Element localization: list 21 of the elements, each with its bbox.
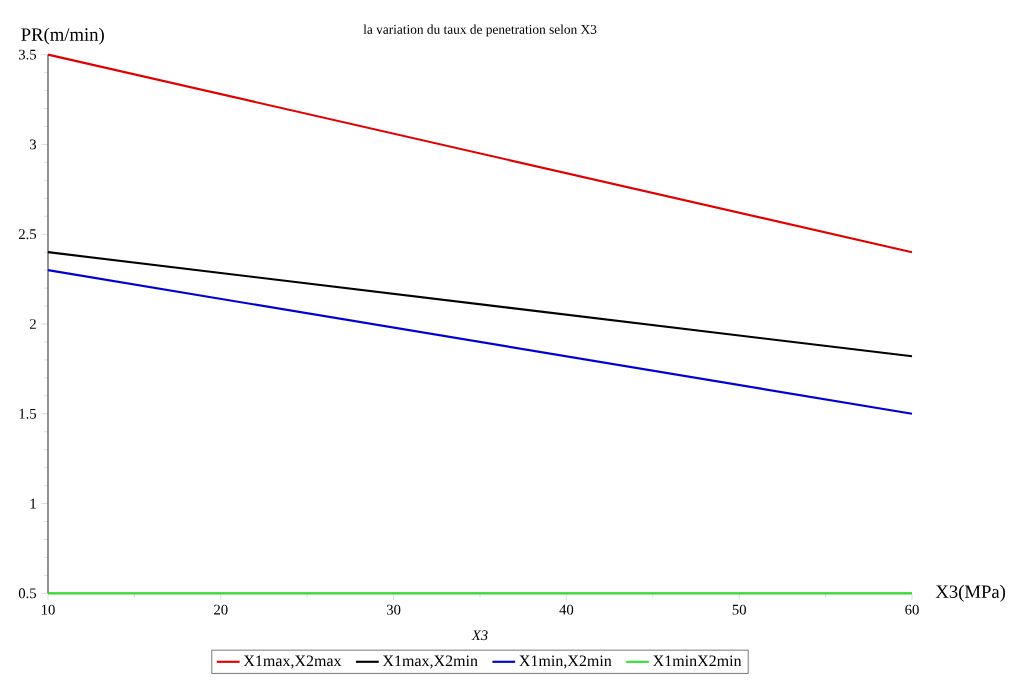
y-tick-label: 2.5 [18, 229, 37, 240]
text: X3 [471, 630, 488, 641]
y-tick-label: 2 [29, 319, 36, 329]
legend-label: X1min,X2min [519, 655, 612, 669]
legend-label: X1max,X2min [382, 655, 478, 669]
x-tick-label: 50 [732, 604, 746, 615]
chart-title: la variation du taux de penetration selon X3 [363, 24, 597, 37]
y-tick-label: 0.5 [18, 588, 37, 599]
y-axis-title: PR(m/min) [21, 27, 104, 45]
legend-label: X1minX2min [653, 655, 742, 667]
y-tick-label: 3.5 [19, 49, 37, 60]
x-axis-title: X3(MPa) [935, 584, 1006, 602]
y-tick-label: 1 [30, 498, 36, 509]
x-tick-label: 60 [905, 604, 919, 615]
x-tick-label: 40 [559, 604, 574, 615]
x-tick-label: 10 [41, 604, 55, 615]
y-tick-label: 1.5 [19, 408, 37, 419]
x-tick-label: 20 [214, 604, 228, 615]
legend-label: X1max,X2max [243, 655, 342, 669]
y-tick-label: 3 [30, 139, 37, 150]
x-tick-label: 30 [386, 604, 401, 615]
